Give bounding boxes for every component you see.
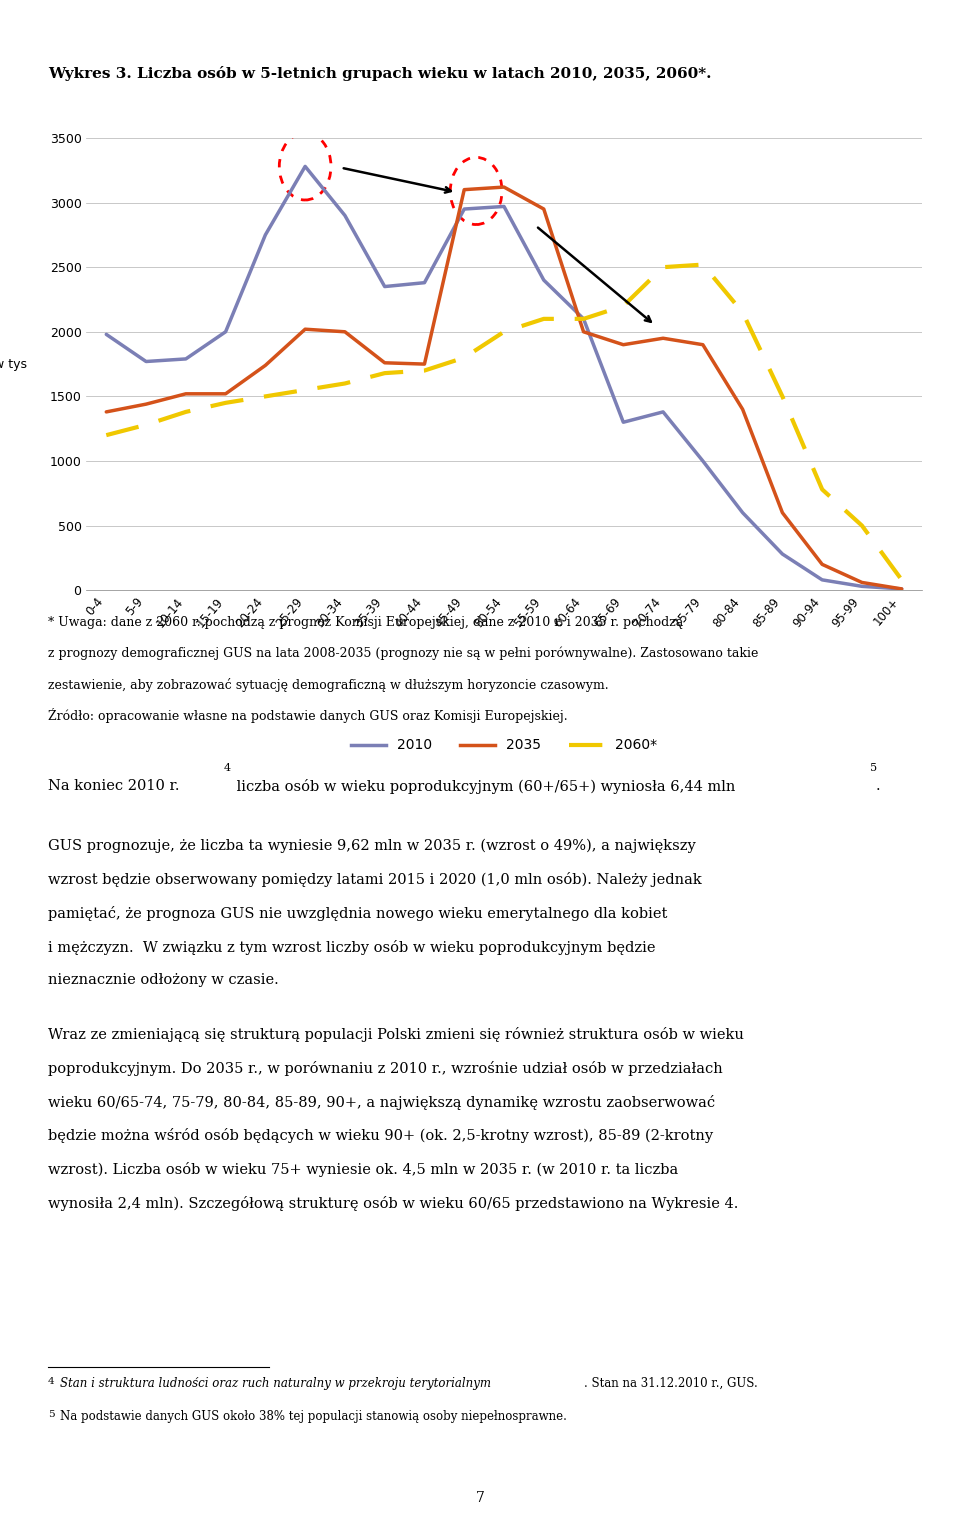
Text: wzrost). Liczba osób w wieku 75+ wyniesie ok. 4,5 mln w 2035 r. (w 2010 r. ta li: wzrost). Liczba osób w wieku 75+ wyniesi… [48,1162,679,1177]
Text: * Uwaga: dane z 2060 r. pochodzą z prognoz Komisji Europejskiej, dane z 2010 r. : * Uwaga: dane z 2060 r. pochodzą z progn… [48,616,684,629]
Y-axis label: w tys: w tys [0,357,27,371]
Text: wieku 60/65-74, 75-79, 80-84, 85-89, 90+, a największą dynamikę wzrostu zaobserw: wieku 60/65-74, 75-79, 80-84, 85-89, 90+… [48,1095,715,1110]
Text: GUS prognozuje, że liczba ta wyniesie 9,62 mln w 2035 r. (wzrost o 49%), a najwi: GUS prognozuje, że liczba ta wyniesie 9,… [48,839,696,852]
Text: z prognozy demograficznej GUS na lata 2008-2035 (prognozy nie są w pełni porówny: z prognozy demograficznej GUS na lata 20… [48,647,758,661]
Text: wzrost będzie obserwowany pomiędzy latami 2015 i 2020 (1,0 mln osób). Należy jed: wzrost będzie obserwowany pomiędzy latam… [48,872,702,888]
Text: 7: 7 [475,1492,485,1505]
Text: wynosiła 2,4 mln). Szczegółową strukturę osób w wieku 60/65 przedstawiono na Wyk: wynosiła 2,4 mln). Szczegółową strukturę… [48,1196,738,1211]
Legend: 2010, 2035, 2060*: 2010, 2035, 2060* [346,733,662,757]
Text: Źródło: opracowanie własne na podstawie danych GUS oraz Komisji Europejskiej.: Źródło: opracowanie własne na podstawie … [48,708,567,724]
Text: pamiętać, że prognoza GUS nie uwzględnia nowego wieku emerytalnego dla kobiet: pamiętać, że prognoza GUS nie uwzględnia… [48,906,667,921]
Text: będzie można wśród osób będących w wieku 90+ (ok. 2,5-krotny wzrost), 85-89 (2-k: będzie można wśród osób będących w wieku… [48,1128,713,1144]
Text: Na podstawie danych GUS około 38% tej populacji stanowią osoby niepełnosprawne.: Na podstawie danych GUS około 38% tej po… [60,1410,567,1423]
Text: zestawienie, aby zobrazować sytuację demograficzną w dłuższym horyzoncie czasowy: zestawienie, aby zobrazować sytuację dem… [48,678,609,691]
Text: liczba osób w wieku poprodukcyjnym (60+/65+) wyniosła 6,44 mln: liczba osób w wieku poprodukcyjnym (60+/… [232,779,735,794]
Text: 5: 5 [48,1410,55,1420]
Text: Wykres 3. Liczba osób w 5-letnich grupach wieku w latach 2010, 2035, 2060*.: Wykres 3. Liczba osób w 5-letnich grupac… [48,66,711,81]
Text: poprodukcyjnym. Do 2035 r., w porównaniu z 2010 r., wzrośnie udział osób w przed: poprodukcyjnym. Do 2035 r., w porównaniu… [48,1061,723,1076]
Text: Na koniec 2010 r.: Na koniec 2010 r. [48,779,180,793]
Text: 5: 5 [870,763,876,774]
Text: i mężczyzn.  W związku z tym wzrost liczby osób w wieku poprodukcyjnym będzie: i mężczyzn. W związku z tym wzrost liczb… [48,940,656,955]
Text: 4: 4 [224,763,230,774]
Text: . Stan na 31.12.2010 r., GUS.: . Stan na 31.12.2010 r., GUS. [584,1377,757,1389]
Text: 4: 4 [48,1377,55,1386]
Text: .: . [876,779,880,793]
Text: Wraz ze zmieniającą się strukturą populacji Polski zmieni się również struktura : Wraz ze zmieniającą się strukturą popula… [48,1027,744,1042]
Text: nieznacznie odłożony w czasie.: nieznacznie odłożony w czasie. [48,973,278,987]
Text: Stan i struktura ludności oraz ruch naturalny w przekroju terytorialnym: Stan i struktura ludności oraz ruch natu… [60,1377,492,1389]
